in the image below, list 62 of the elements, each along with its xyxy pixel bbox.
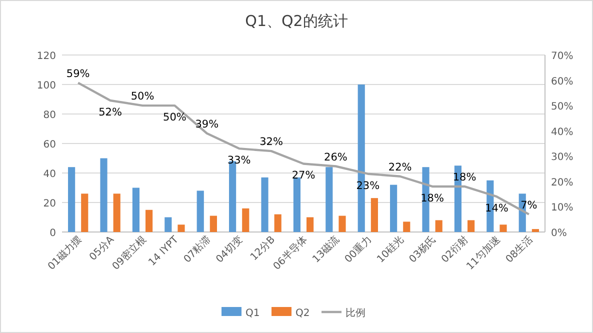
- y-tick-label: 80: [43, 110, 56, 121]
- bar: [113, 194, 120, 232]
- data-label: 22%: [388, 161, 412, 174]
- data-label: 52%: [98, 106, 122, 119]
- bar: [242, 208, 250, 232]
- bar: [532, 229, 539, 232]
- x-tick-label: 13磁流: [310, 234, 342, 266]
- y-tick-label: 40: [43, 169, 56, 180]
- bar: [68, 167, 76, 232]
- y2-tick-label: 10%: [551, 202, 574, 214]
- x-tick-label: 00重力: [342, 234, 374, 266]
- data-label: 50%: [163, 112, 186, 124]
- legend-label: Q1: [246, 308, 260, 319]
- bar: [261, 177, 268, 232]
- data-label: 39%: [195, 118, 219, 130]
- y-tick-label: 60: [43, 140, 56, 150]
- bar: [274, 214, 282, 232]
- bar: [164, 217, 172, 232]
- bar: [468, 220, 475, 232]
- bar: [100, 158, 108, 232]
- bar: [196, 190, 204, 232]
- title: Q1、Q2的统计: [245, 12, 348, 30]
- bar: [210, 216, 217, 232]
- data-label: 32%: [260, 136, 283, 148]
- bar: [403, 222, 410, 232]
- data-label: 59%: [66, 68, 90, 80]
- legend-label: 比例: [346, 307, 366, 319]
- x-tick-label: 08生活: [503, 234, 536, 266]
- bar: [178, 224, 185, 232]
- y2-tick-label: 30%: [551, 152, 574, 164]
- data-label: 27%: [292, 170, 316, 182]
- y-tick-label: 100: [36, 80, 56, 92]
- y-tick-label: 0: [50, 228, 56, 239]
- bar: [338, 216, 346, 232]
- bar: [326, 167, 333, 232]
- data-label: 33%: [227, 154, 251, 167]
- y-tick-label: 120: [36, 51, 56, 62]
- bar: [132, 188, 140, 232]
- x-tick-label: 10硅光: [374, 234, 406, 266]
- bar: [146, 210, 153, 232]
- bar: [370, 198, 378, 232]
- bar: [81, 194, 88, 232]
- legend-label: Q2: [296, 308, 310, 319]
- x-tick-label: 07粘滞: [181, 234, 214, 266]
- x-tick-label: 12分B: [248, 234, 278, 264]
- bar: [435, 220, 442, 232]
- y2-tick-label: 50%: [551, 102, 574, 113]
- y2-tick-label: 20%: [551, 177, 574, 188]
- y2-tick-label: 70%: [551, 51, 574, 62]
- bar: [500, 224, 507, 232]
- y-tick-label: 20: [43, 198, 56, 210]
- x-tick-label: 04切变: [214, 234, 246, 266]
- x-tick-label: 03杨氏: [406, 234, 438, 266]
- data-label: 50%: [130, 90, 154, 103]
- bar: [293, 177, 300, 232]
- y2-tick-label: 0%: [551, 228, 567, 239]
- y2-tick-label: 40%: [551, 126, 574, 138]
- bar: [306, 217, 314, 232]
- y2-tick-label: 60%: [551, 76, 574, 88]
- data-label: 26%: [324, 151, 348, 164]
- bar: [390, 184, 398, 232]
- x-tick-label: 05分A: [87, 234, 117, 264]
